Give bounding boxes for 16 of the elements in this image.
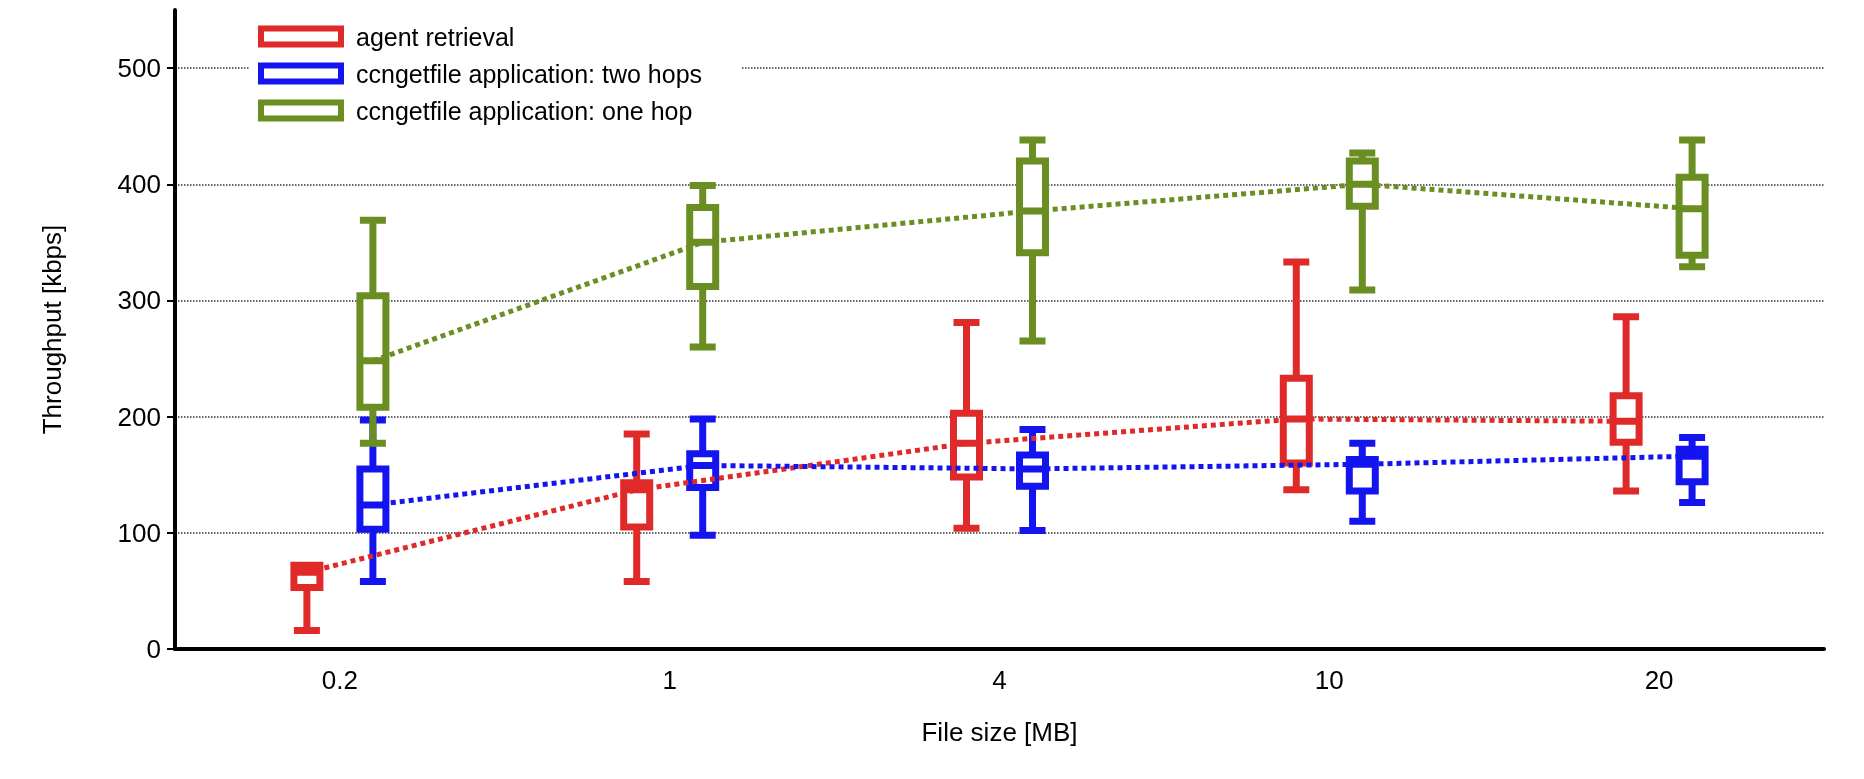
legend-label: agent retrieval	[356, 22, 515, 51]
x-tick-label: 20	[1644, 665, 1674, 695]
legend-label: ccngetfile application: two hops	[356, 59, 703, 88]
y-tick-label: 500	[117, 53, 161, 84]
x-tick-label: 10	[1314, 665, 1344, 695]
y-tick-label: 100	[117, 517, 161, 548]
x-tick-label: 4	[992, 665, 1007, 695]
legend-label: ccngetfile application: one hop	[356, 96, 693, 125]
y-axis-title: Throughput [kbps]	[37, 224, 67, 435]
y-tick-label: 0	[146, 634, 161, 664]
y-tick-label: 300	[117, 285, 161, 316]
x-tick-label: 1	[662, 665, 677, 695]
y-tick-label: 200	[117, 401, 161, 432]
y-tick-label: 400	[117, 169, 161, 200]
x-axis-title: File size [MB]	[921, 717, 1078, 747]
x-tick-label: 0.2	[321, 665, 358, 695]
